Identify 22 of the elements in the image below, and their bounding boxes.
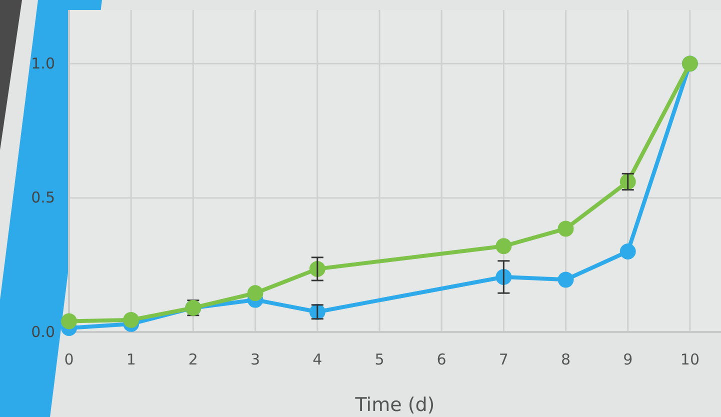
x-tick-label: 3 xyxy=(250,350,260,369)
x-axis-title: Time (d) xyxy=(354,394,435,416)
x-tick-label: 1 xyxy=(126,350,136,369)
x-tick-label: 7 xyxy=(498,350,508,369)
point xyxy=(247,285,264,302)
point xyxy=(496,238,512,254)
x-tick-label: 6 xyxy=(436,350,446,369)
x-tick-label: 2 xyxy=(188,350,198,369)
x-tick-label: 5 xyxy=(374,350,384,369)
x-tick-label: 8 xyxy=(560,350,571,369)
x-tick-label: 4 xyxy=(312,350,322,369)
x-tick-label: 10 xyxy=(680,350,700,369)
point xyxy=(620,244,636,260)
y-tick-label: 0.0 xyxy=(31,322,55,341)
y-tick-label: 1.0 xyxy=(31,54,55,72)
x-tick-label: 9 xyxy=(623,350,633,369)
point xyxy=(558,220,574,237)
point xyxy=(558,272,574,288)
y-tick-label: 0.5 xyxy=(31,188,55,207)
point xyxy=(123,312,140,328)
x-tick-label: 0 xyxy=(64,350,74,369)
point xyxy=(61,313,77,330)
